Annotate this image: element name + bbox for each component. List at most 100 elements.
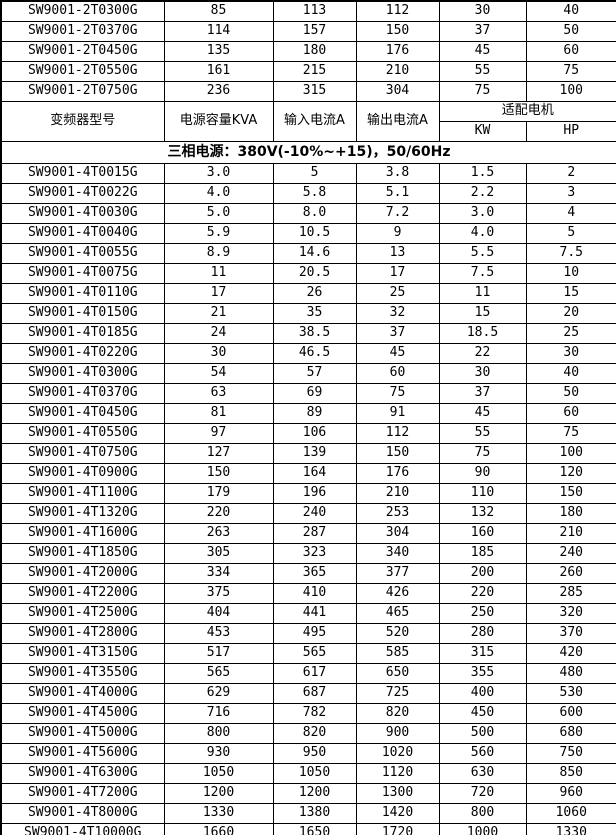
table-row: SW9001-4T2800G 453 495 520 280 370 [0, 623, 616, 644]
value-cell: 60 [525, 41, 616, 62]
table-row: SW9001-2T0750G 236 315 304 75 100 [0, 81, 616, 102]
table-row: SW9001-4T6300G 1050 1050 1120 630 850 [0, 763, 616, 784]
col-header-kva: 电源容量KVA [163, 101, 274, 142]
value-cell: 5.9 [163, 223, 274, 244]
value-cell: 5.1 [355, 183, 440, 204]
table-row: SW9001-4T1100G 179 196 210 110 150 [0, 483, 616, 504]
model-cell: SW9001-4T10000G [0, 823, 165, 835]
value-cell: 2.2 [438, 183, 527, 204]
value-cell: 315 [272, 81, 357, 102]
model-cell: SW9001-4T5600G [0, 743, 165, 764]
value-cell: 9 [355, 223, 440, 244]
table-row: SW9001-4T5000G 800 820 900 500 680 [0, 723, 616, 744]
value-cell: 3 [525, 183, 616, 204]
value-cell: 112 [355, 423, 440, 444]
value-cell: 1060 [525, 803, 616, 824]
value-cell: 1200 [163, 783, 274, 804]
value-cell: 110 [438, 483, 527, 504]
value-cell: 180 [272, 41, 357, 62]
value-cell: 375 [163, 583, 274, 604]
value-cell: 585 [355, 643, 440, 664]
value-cell: 1720 [355, 823, 440, 835]
value-cell: 220 [163, 503, 274, 524]
value-cell: 3.0 [438, 203, 527, 224]
value-cell: 1.5 [438, 163, 527, 184]
value-cell: 75 [438, 443, 527, 464]
value-cell: 453 [163, 623, 274, 644]
table-row: SW9001-4T0900G 150 164 176 90 120 [0, 463, 616, 484]
value-cell: 15 [438, 303, 527, 324]
value-cell: 930 [163, 743, 274, 764]
value-cell: 750 [525, 743, 616, 764]
value-cell: 480 [525, 663, 616, 684]
value-cell: 127 [163, 443, 274, 464]
value-cell: 17 [355, 263, 440, 284]
value-cell: 106 [272, 423, 357, 444]
value-cell: 365 [272, 563, 357, 584]
model-cell: SW9001-4T1850G [0, 543, 165, 564]
value-cell: 46.5 [272, 343, 357, 364]
value-cell: 8.9 [163, 243, 274, 264]
table-row: SW9001-2T0550G 161 215 210 55 75 [0, 61, 616, 82]
model-cell: SW9001-4T0900G [0, 463, 165, 484]
value-cell: 5.8 [272, 183, 357, 204]
value-cell: 2 [525, 163, 616, 184]
value-cell: 25 [525, 323, 616, 344]
model-cell: SW9001-4T0030G [0, 203, 165, 224]
table-row: SW9001-4T7200G 1200 1200 1300 720 960 [0, 783, 616, 804]
table-row: SW9001-4T4500G 716 782 820 450 600 [0, 703, 616, 724]
model-cell: SW9001-4T0040G [0, 223, 165, 244]
value-cell: 1200 [272, 783, 357, 804]
value-cell: 20.5 [272, 263, 357, 284]
value-cell: 113 [272, 0, 357, 22]
model-cell: SW9001-4T0055G [0, 243, 165, 264]
model-cell: SW9001-4T0015G [0, 163, 165, 184]
table-row: SW9001-4T2200G 375 410 426 220 285 [0, 583, 616, 604]
value-cell: 355 [438, 663, 527, 684]
model-cell: SW9001-2T0450G [0, 41, 165, 62]
value-cell: 37 [438, 21, 527, 42]
table-row: SW9001-2T0450G 135 180 176 45 60 [0, 41, 616, 62]
table-row: SW9001-4T0150G 21 35 32 15 20 [0, 303, 616, 324]
value-cell: 132 [438, 503, 527, 524]
value-cell: 8.0 [272, 203, 357, 224]
value-cell: 680 [525, 723, 616, 744]
value-cell: 10 [525, 263, 616, 284]
value-cell: 210 [355, 483, 440, 504]
model-cell: SW9001-4T3550G [0, 663, 165, 684]
value-cell: 150 [355, 443, 440, 464]
value-cell: 716 [163, 703, 274, 724]
model-cell: SW9001-4T0550G [0, 423, 165, 444]
value-cell: 14.6 [272, 243, 357, 264]
value-cell: 1330 [525, 823, 616, 835]
table-row: SW9001-4T8000G 1330 1380 1420 800 1060 [0, 803, 616, 824]
value-cell: 320 [525, 603, 616, 624]
value-cell: 11 [163, 263, 274, 284]
value-cell: 220 [438, 583, 527, 604]
model-cell: SW9001-4T4500G [0, 703, 165, 724]
value-cell: 10.5 [272, 223, 357, 244]
value-cell: 450 [438, 703, 527, 724]
table-row: SW9001-4T0110G 17 26 25 11 15 [0, 283, 616, 304]
table-row: SW9001-4T0300G 54 57 60 30 40 [0, 363, 616, 384]
table-row: SW9001-4T0750G 127 139 150 75 100 [0, 443, 616, 464]
table-row: SW9001-4T3550G 565 617 650 355 480 [0, 663, 616, 684]
model-cell: SW9001-2T0300G [0, 0, 165, 22]
table-row: SW9001-4T0015G 3.0 5 3.8 1.5 2 [0, 163, 616, 184]
value-cell: 5.0 [163, 203, 274, 224]
table-row: SW9001-4T1320G 220 240 253 132 180 [0, 503, 616, 524]
model-cell: SW9001-4T2200G [0, 583, 165, 604]
col-header-adapted-motor: 适配电机 [438, 101, 616, 122]
value-cell: 97 [163, 423, 274, 444]
value-cell: 323 [272, 543, 357, 564]
col-header-kw: KW [438, 121, 527, 142]
value-cell: 5 [525, 223, 616, 244]
table-row: SW9001-4T5600G 930 950 1020 560 750 [0, 743, 616, 764]
value-cell: 404 [163, 603, 274, 624]
value-cell: 85 [163, 0, 274, 22]
phase-banner-row: 三相电源：380V(-10%~+15)，50/60Hz [0, 141, 616, 164]
value-cell: 161 [163, 61, 274, 82]
model-cell: SW9001-4T0075G [0, 263, 165, 284]
value-cell: 495 [272, 623, 357, 644]
value-cell: 20 [525, 303, 616, 324]
